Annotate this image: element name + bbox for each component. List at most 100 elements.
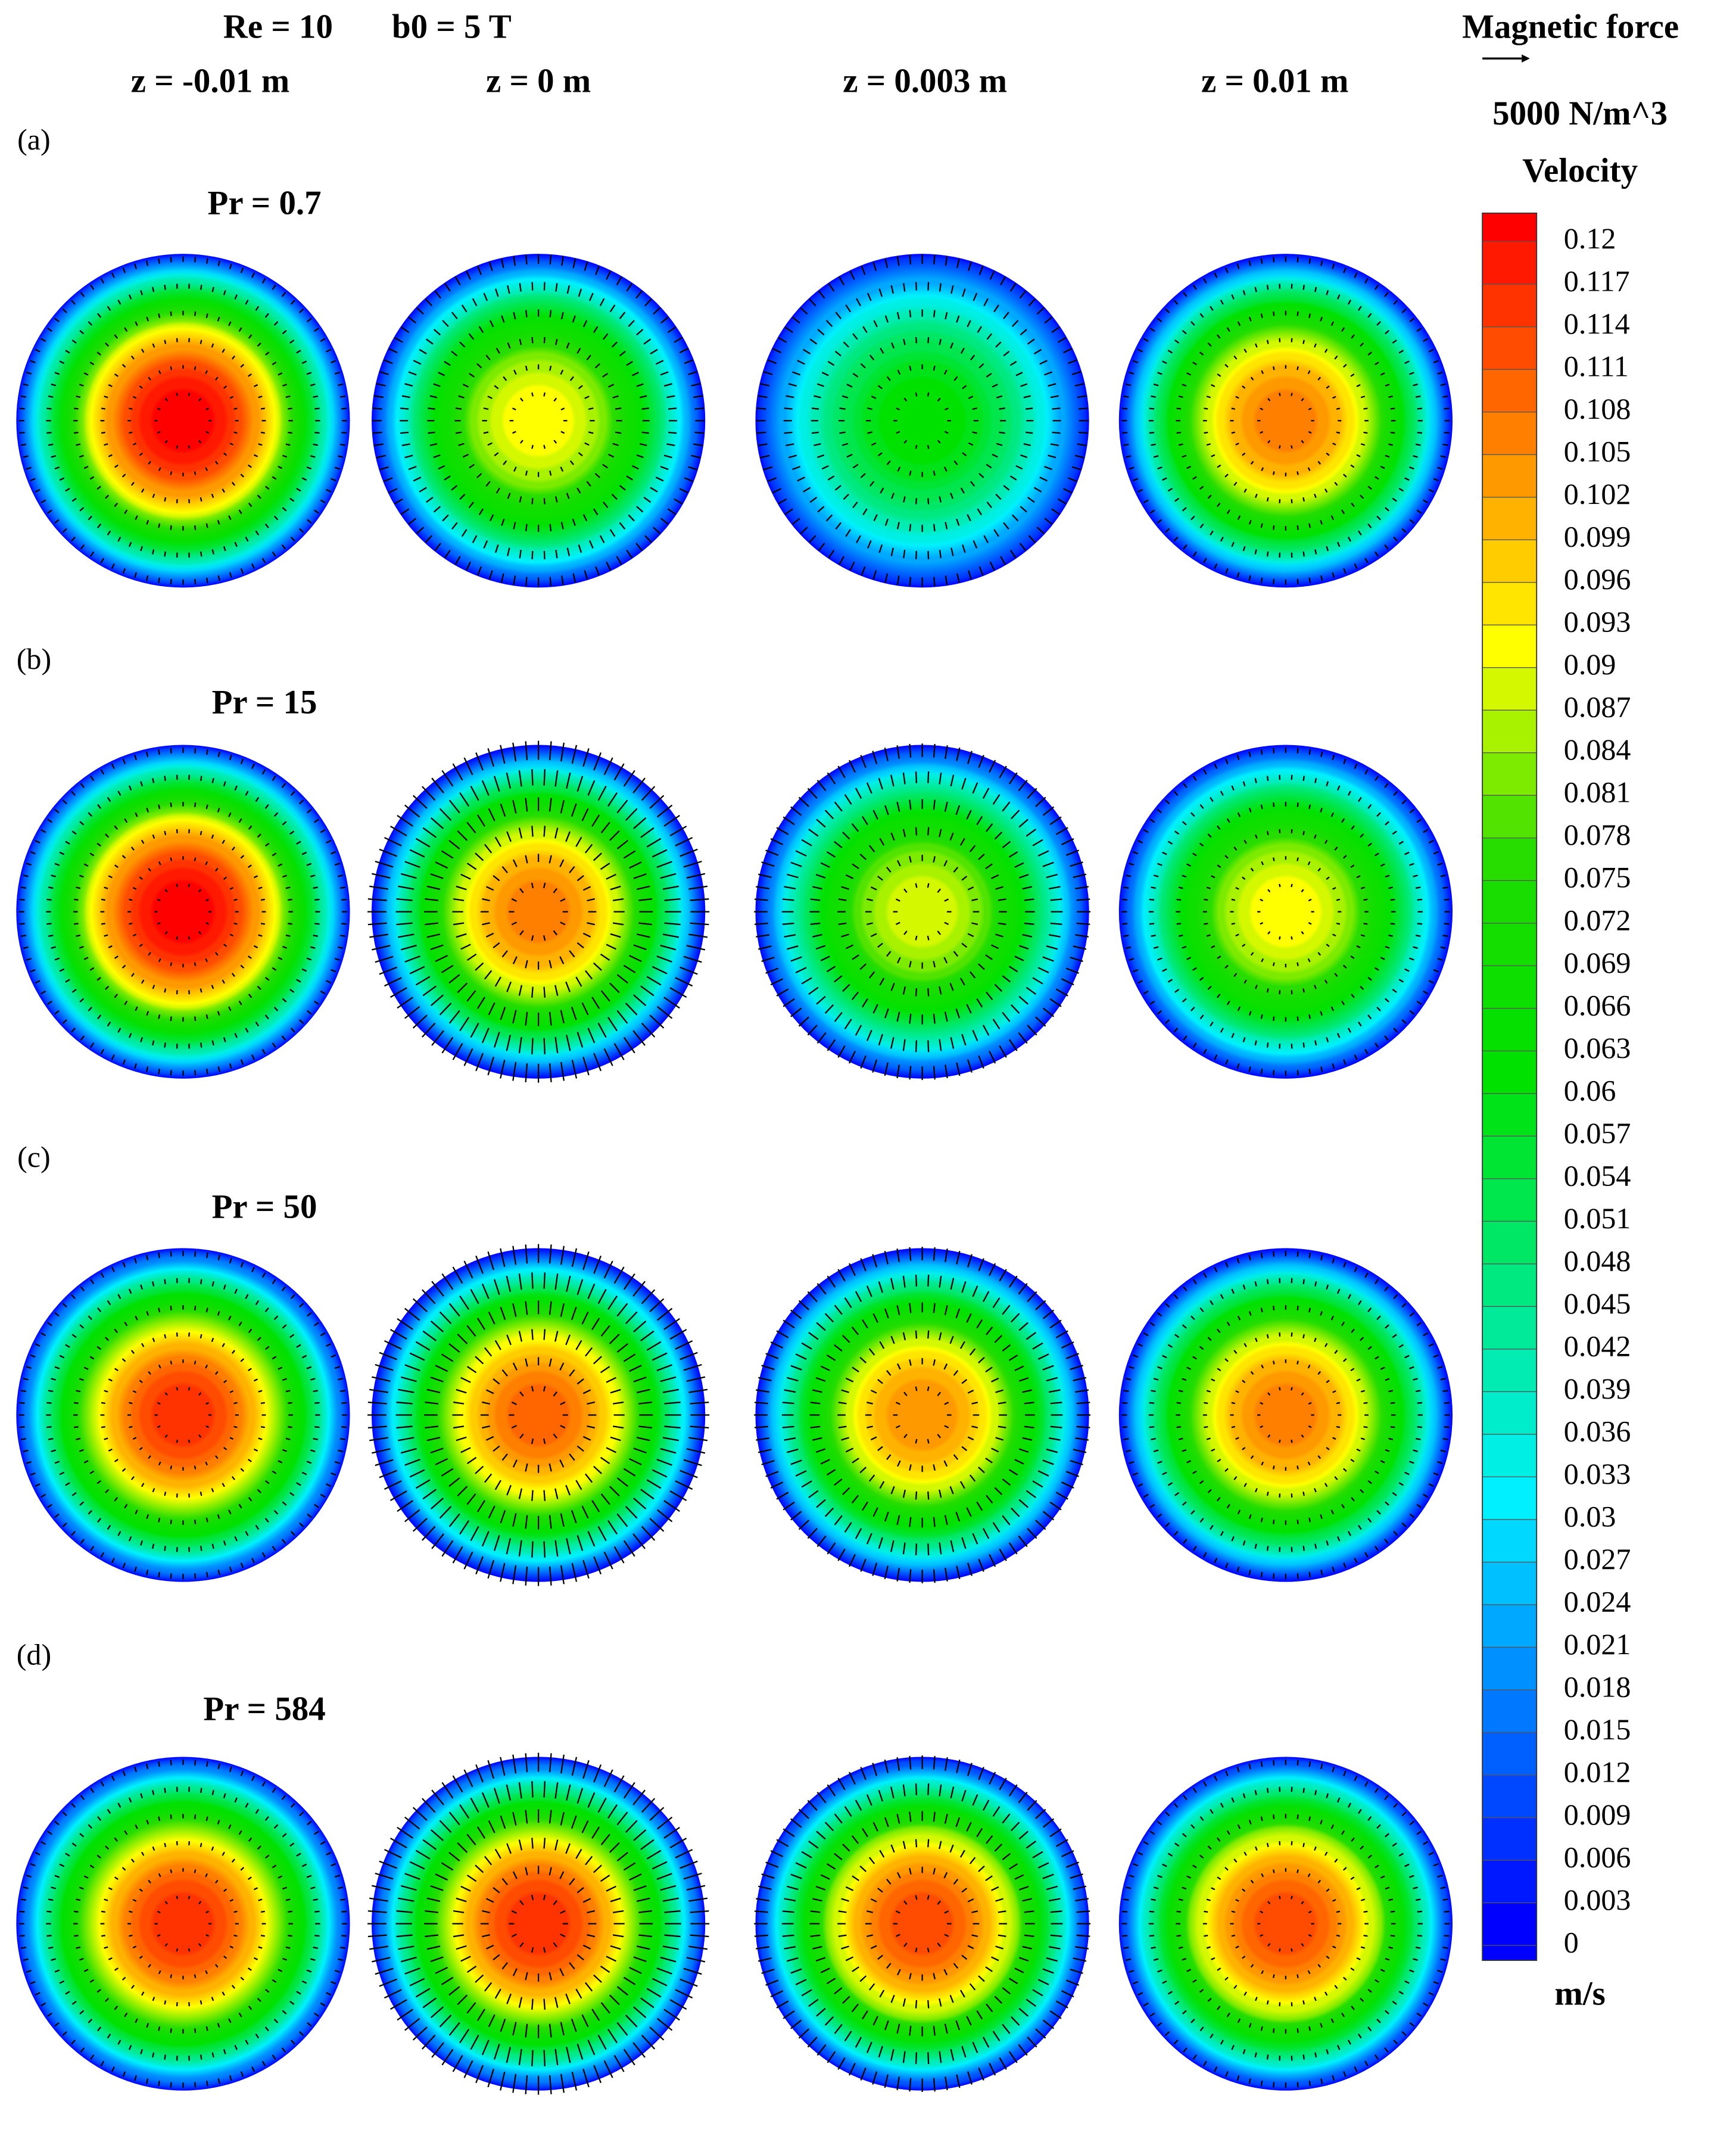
- colorbar-band: [1482, 1519, 1537, 1562]
- colorbar-band: [1482, 1860, 1537, 1903]
- colorbar-tick-label: 0.027: [1564, 1542, 1631, 1576]
- colorbar-tick-label: 0.087: [1564, 690, 1631, 724]
- colorbar-band: [1482, 667, 1537, 711]
- colorbar-tick-label: 0.051: [1564, 1201, 1631, 1235]
- vector-field: [1121, 748, 1450, 1076]
- vector-legend-title: Magnetic force: [1462, 8, 1679, 45]
- velocity-contour: [371, 1248, 706, 1582]
- colorbar-tick-label: 0.102: [1564, 477, 1631, 510]
- colorbar-cap: [1482, 1945, 1537, 1961]
- row-title: Pr = 0.7: [208, 184, 322, 222]
- colorbar-band: [1482, 923, 1537, 966]
- colorbar-band: [1482, 1774, 1537, 1818]
- colorbar-band: [1482, 1732, 1537, 1775]
- colorbar-band: [1482, 1093, 1537, 1137]
- row-title: Pr = 15: [212, 684, 317, 721]
- colorbar-tick-label: 0.081: [1564, 776, 1631, 809]
- colorbar-tick-label: 0.03: [1564, 1499, 1616, 1533]
- colorbar-band: [1482, 1391, 1537, 1434]
- colorbar-tick-label: 0.06: [1564, 1073, 1616, 1107]
- colorbar-band: [1482, 625, 1537, 668]
- colorbar-tick-label: 0.111: [1564, 350, 1629, 383]
- row-title: Pr = 584: [203, 1690, 325, 1727]
- colorbar-band: [1482, 1306, 1537, 1349]
- colorbar-band: [1482, 284, 1537, 327]
- colorbar-band: [1482, 1008, 1537, 1051]
- vector-field: [754, 1755, 1091, 2092]
- vector-field: [18, 1250, 348, 1580]
- colorbar-tick-label: 0.054: [1564, 1159, 1631, 1192]
- colorbar-tick-label: 0.078: [1564, 818, 1631, 851]
- colorbar-band: [1482, 582, 1537, 625]
- colorbar-tick-label: 0: [1564, 1925, 1579, 1959]
- colorbar-tick-label: 0.063: [1564, 1031, 1631, 1064]
- vector-field: [372, 254, 705, 587]
- colorbar-band: [1482, 1263, 1537, 1307]
- vector-field: [367, 1244, 710, 1586]
- colorbar-frame: [1482, 212, 1538, 1961]
- colorbar-tick-label: 0.117: [1564, 264, 1630, 298]
- colorbar-tick-label: 0.003: [1564, 1883, 1631, 1916]
- colorbar-tick-label: 0.039: [1564, 1372, 1631, 1405]
- colorbar-tick-label: 0.09: [1564, 647, 1616, 681]
- colorbar-band: [1482, 1221, 1537, 1264]
- colorbar-band: [1482, 1477, 1537, 1520]
- colorbar-band: [1482, 1562, 1537, 1605]
- row-label: (a): [17, 123, 51, 156]
- colorbar-band: [1482, 412, 1537, 455]
- colorbar-cap: [1482, 213, 1537, 242]
- column-label: z = 0.003 m: [843, 63, 1007, 100]
- colorbar-title: Velocity: [1522, 152, 1638, 189]
- colorbar-band: [1482, 1051, 1537, 1094]
- header-re: Re = 10: [223, 8, 333, 45]
- colorbar-tick-label: 0.108: [1564, 392, 1631, 425]
- vector-field: [367, 740, 710, 1083]
- colorbar-band: [1482, 966, 1537, 1008]
- velocity-contour: [371, 254, 706, 588]
- velocity-contour: [16, 1757, 350, 2091]
- colorbar-band: [1482, 880, 1537, 923]
- colorbar-tick-label: 0.045: [1564, 1287, 1631, 1320]
- colorbar-band: [1482, 1434, 1537, 1477]
- vector-legend-scale: 5000 N/m^3: [1492, 95, 1668, 132]
- vector-field: [1121, 256, 1450, 585]
- colorbar-band: [1482, 1647, 1537, 1690]
- colorbar-tick-label: 0.066: [1564, 988, 1631, 1022]
- vector-field: [18, 1759, 348, 2088]
- colorbar-band: [1482, 540, 1537, 583]
- colorbar-band: [1482, 1349, 1537, 1392]
- colorbar-band: [1482, 795, 1537, 838]
- colorbar-tick-label: 0.114: [1564, 307, 1630, 340]
- colorbar-band: [1482, 1689, 1537, 1733]
- vector-field: [1121, 1250, 1450, 1580]
- colorbar-tick-label: 0.033: [1564, 1457, 1631, 1490]
- vector-field: [367, 1752, 710, 2095]
- colorbar-tick-label: 0.036: [1564, 1414, 1631, 1447]
- colorbar-tick-label: 0.015: [1564, 1713, 1631, 1746]
- row-label: (c): [17, 1140, 51, 1173]
- colorbar-band: [1482, 497, 1537, 540]
- velocity-contour: [371, 745, 706, 1079]
- velocity-contour: [1118, 745, 1453, 1079]
- header-b0: b0 = 5 T: [392, 8, 512, 45]
- velocity-contour: [16, 254, 350, 588]
- row-label: (d): [17, 1638, 51, 1671]
- velocity-contour: [371, 1757, 706, 2091]
- colorbar-tick-label: 0.105: [1564, 435, 1631, 468]
- colorbar-band: [1482, 1178, 1537, 1222]
- colorbar-tick-label: 0.075: [1564, 861, 1631, 894]
- velocity-contour: [1118, 254, 1453, 588]
- vector-field: [18, 748, 348, 1076]
- colorbar-tick-label: 0.042: [1564, 1329, 1631, 1362]
- colorbar-tick-label: 0.048: [1564, 1244, 1631, 1277]
- colorbar-unit: m/s: [1554, 1975, 1605, 2013]
- colorbar-band: [1482, 838, 1537, 881]
- column-label: z = 0 m: [486, 63, 591, 100]
- velocity-contour: [755, 1248, 1089, 1582]
- vector-field: [1121, 1759, 1450, 2088]
- colorbar-tick-label: 0.057: [1564, 1116, 1631, 1150]
- colorbar-tick-label: 0.099: [1564, 520, 1631, 553]
- column-label: z = 0.01 m: [1201, 63, 1348, 100]
- colorbar-tick-label: 0.021: [1564, 1627, 1631, 1661]
- velocity-contour: [1118, 1248, 1453, 1582]
